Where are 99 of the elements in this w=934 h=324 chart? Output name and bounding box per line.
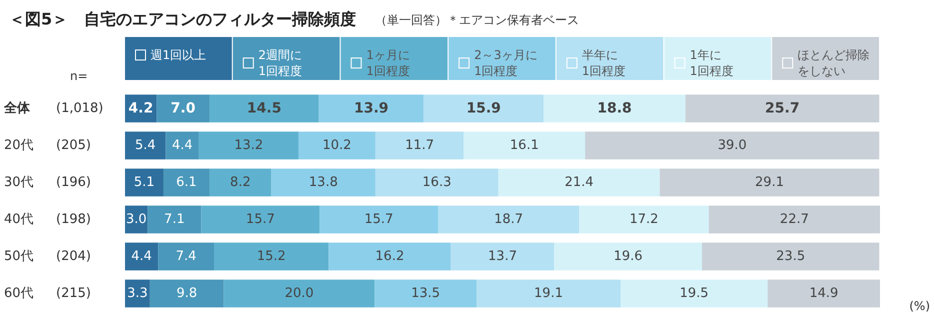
bar <box>271 168 376 196</box>
data-label: 21.4 <box>564 175 594 190</box>
bar <box>125 242 158 270</box>
bar <box>318 94 424 122</box>
bar <box>298 132 376 160</box>
bar <box>150 280 224 308</box>
bar <box>375 132 464 160</box>
bar <box>708 206 880 234</box>
bar <box>158 242 214 270</box>
bar <box>125 132 166 160</box>
data-label: 25.7 <box>765 100 800 116</box>
data-label: 9.8 <box>176 286 198 301</box>
category-label: 30代 (196) <box>4 175 91 190</box>
data-label: 15.7 <box>246 212 275 227</box>
data-label: 13.5 <box>411 286 440 301</box>
legend-label: 週1回以上 <box>150 48 206 62</box>
bar <box>375 168 498 196</box>
legend-label: 半年に1回程度 <box>582 48 626 78</box>
data-label: 19.5 <box>680 286 709 301</box>
data-label: 3.0 <box>126 212 147 227</box>
legend-label: 2週間に1回程度 <box>258 48 302 78</box>
bar <box>685 94 880 122</box>
bar <box>438 206 580 234</box>
bar <box>201 206 320 234</box>
bar <box>198 132 298 160</box>
bar <box>424 94 544 122</box>
bar <box>660 168 880 196</box>
bar <box>163 168 210 196</box>
data-label: 18.7 <box>494 212 524 227</box>
chart-subtitle: （単一回答）＊エアコン保有者ベース <box>375 13 579 27</box>
bar <box>620 280 768 308</box>
data-label: 16.1 <box>510 138 539 153</box>
data-label: 20.0 <box>284 286 314 301</box>
data-label: 13.2 <box>234 138 264 153</box>
category-label: 50代 (204) <box>4 249 91 264</box>
bar <box>450 242 554 270</box>
bar <box>374 280 476 308</box>
data-label: 13.9 <box>354 100 389 116</box>
data-label: 5.1 <box>134 175 155 190</box>
bar <box>554 242 702 270</box>
bar <box>476 280 621 308</box>
data-label: 15.2 <box>256 249 286 264</box>
bar <box>768 280 880 308</box>
bar <box>544 94 686 122</box>
chart-title: ＜図5＞ 自宅のエアコンのフィルター掃除頻度 <box>9 10 356 28</box>
data-label: 10.2 <box>322 138 352 153</box>
bar <box>224 280 375 308</box>
data-label: 16.2 <box>375 249 404 264</box>
data-label: 6.1 <box>176 175 197 190</box>
data-label: 22.7 <box>780 212 809 227</box>
data-label: 5.4 <box>135 138 156 153</box>
legend-label: ほとんど掃除をしない <box>798 48 870 78</box>
data-label: 7.0 <box>170 100 196 116</box>
bar <box>579 206 709 234</box>
data-label: 4.4 <box>172 138 193 153</box>
text: (%) <box>909 299 930 313</box>
data-label: 13.7 <box>488 249 517 264</box>
bar <box>214 242 329 270</box>
data-label: 15.7 <box>364 212 394 227</box>
bar <box>209 168 272 196</box>
legend-label: 1年に1回程度 <box>690 48 734 78</box>
data-label: 19.1 <box>534 286 563 301</box>
data-label: 23.5 <box>776 249 806 264</box>
bar <box>148 206 202 234</box>
bar <box>125 168 164 196</box>
bar <box>320 206 438 234</box>
legend-label: 2～3ヶ月に1回程度 <box>474 48 538 78</box>
data-label: 16.3 <box>422 175 452 190</box>
data-label: 4.2 <box>128 100 154 116</box>
data-label: 13.8 <box>308 175 338 190</box>
data-label: 4.4 <box>131 249 152 264</box>
data-label: 14.9 <box>809 286 838 301</box>
data-label: 19.6 <box>614 249 643 264</box>
data-label: 8.2 <box>230 175 251 190</box>
bar <box>328 242 451 270</box>
bar <box>166 132 199 160</box>
bar <box>702 242 880 270</box>
legend-label: 1ヶ月に1回程度 <box>366 48 410 78</box>
bar <box>125 280 150 308</box>
category-label: 40代 (198) <box>4 212 91 227</box>
bar <box>498 168 660 196</box>
bar <box>209 94 319 122</box>
data-label: 3.3 <box>127 286 148 301</box>
data-label: 7.1 <box>164 212 185 227</box>
data-label: 15.9 <box>466 100 501 116</box>
bar <box>464 132 586 160</box>
data-label: 7.4 <box>176 249 196 264</box>
data-label: 14.5 <box>246 100 282 116</box>
bar <box>156 94 210 122</box>
category-label: 60代 (215) <box>4 286 91 301</box>
data-label: 17.2 <box>629 212 658 227</box>
category-label: 20代 (205) <box>4 138 91 153</box>
data-label: 11.7 <box>405 138 434 153</box>
bar <box>585 132 880 160</box>
category-label: 全体 (1,018) <box>4 101 104 116</box>
data-label: 39.0 <box>718 138 747 153</box>
data-label: 18.8 <box>597 100 632 116</box>
text: n= <box>70 69 88 83</box>
data-label: 29.1 <box>755 175 784 190</box>
